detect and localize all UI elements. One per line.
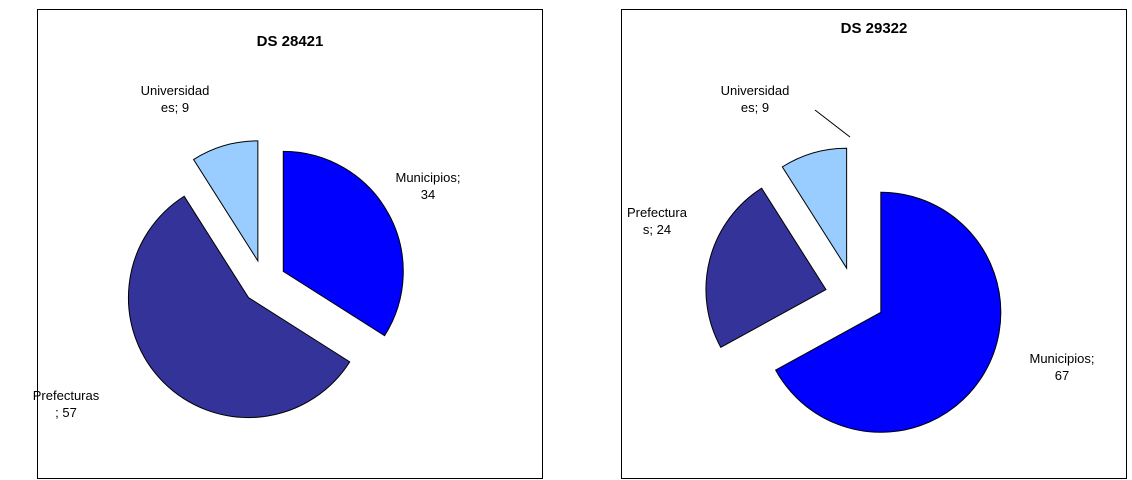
- pie-chart: Municipios; 67 Prefectura s; 24 Universidad e…: [627, 83, 1095, 433]
- pie-slice-universidades: [781, 147, 848, 270]
- chart-ds-28421: DS 28421 Municipios; 34 Prefecturas; 57 Uni…: [33, 9, 543, 479]
- pie-slice-municipios: [282, 150, 404, 337]
- pie-chart: Municipios; 34 Prefecturas; 57 Universidad e…: [33, 83, 461, 420]
- pie-slice-municipios: [774, 191, 1002, 433]
- chart-title: DS 28421: [256, 33, 324, 50]
- data-label-prefecturas: Prefectura s; 24: [627, 205, 688, 237]
- pie-slice-universidades: [192, 140, 259, 263]
- data-label-universidades: Universidad es; 9: [721, 83, 790, 115]
- chart-ds-29322: DS 29322 Municipios; 67 Prefectura s; 24 Uni…: [621, 9, 1127, 479]
- data-label-municipios: Municipios; 67: [1029, 351, 1094, 383]
- data-label-universidades: Universidad es; 9: [141, 83, 210, 115]
- pie-slice-prefecturas: [128, 195, 351, 418]
- chart-title: DS 29322: [840, 20, 908, 37]
- pie-slice-prefecturas: [705, 187, 827, 349]
- leader-line: [814, 109, 851, 138]
- data-label-municipios: Municipios; 34: [395, 170, 460, 202]
- data-label-prefecturas: Prefecturas; 57: [33, 388, 100, 420]
